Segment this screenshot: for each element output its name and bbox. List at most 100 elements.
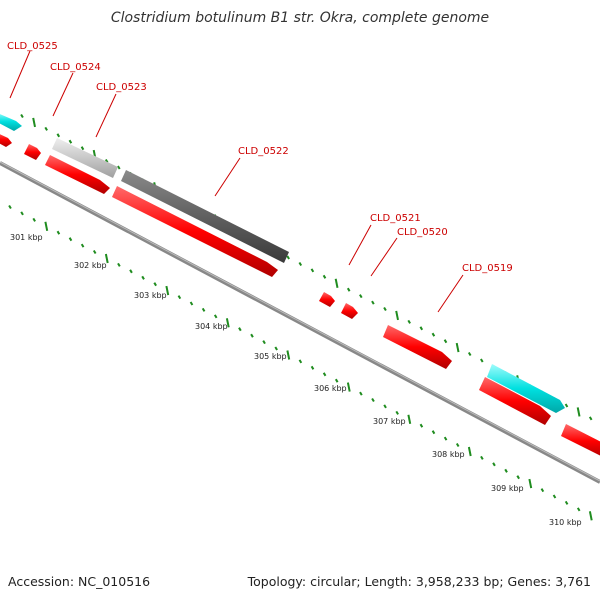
minor-tick: [383, 306, 387, 312]
minor-tick: [334, 378, 339, 383]
gene-label-CLD_0524[interactable]: CLD_0524: [50, 62, 101, 73]
minor-tick: [20, 113, 24, 119]
minor-tick: [564, 500, 569, 505]
minor-tick: [153, 282, 157, 287]
cds-feature-g[interactable]: [383, 325, 452, 369]
minor-tick: [68, 237, 73, 242]
minor-tick: [68, 139, 73, 144]
minor-tick: [80, 146, 85, 151]
minor-tick: [238, 327, 242, 332]
minor-tick: [443, 436, 448, 441]
gene-label-CLD_0523[interactable]: CLD_0523: [96, 82, 147, 93]
cds-feature-e[interactable]: [319, 292, 335, 307]
minor-tick: [492, 462, 496, 467]
major-tick: [346, 382, 351, 392]
kbp-label-309: 309 kbp: [491, 484, 524, 493]
minor-tick: [552, 494, 557, 499]
kbp-label-302: 302 kbp: [74, 261, 107, 270]
major-tick: [334, 278, 339, 288]
minor-tick: [504, 468, 508, 473]
minor-tick: [117, 262, 121, 267]
minor-tick: [322, 274, 327, 279]
minor-tick: [576, 507, 581, 512]
major-tick: [467, 446, 472, 457]
minor-tick: [298, 261, 303, 267]
map-title: Clostridium botulinum B1 str. Okra, comp…: [110, 10, 490, 26]
cds-feature-a[interactable]: [0, 132, 12, 147]
minor-tick: [177, 295, 182, 300]
kbp-label-305: 305 kbp: [254, 352, 287, 361]
minor-tick: [516, 475, 520, 480]
minor-tick: [141, 275, 145, 280]
gray-feature-CLD_0523[interactable]: [52, 138, 118, 178]
cds-feature-f[interactable]: [341, 303, 358, 319]
backbone-track: [0, 161, 600, 484]
minor-tick: [540, 488, 545, 493]
minor-tick: [310, 365, 315, 370]
major-tick: [165, 285, 170, 296]
cds-feature-i[interactable]: [561, 424, 600, 458]
minor-tick: [419, 423, 424, 428]
minor-tick: [371, 300, 375, 305]
kbp-label-308: 308 kbp: [432, 450, 465, 459]
kbp-label-301: 301 kbp: [10, 233, 43, 242]
gene-label-CLD_0521[interactable]: CLD_0521: [370, 213, 421, 224]
major-tick: [32, 117, 36, 128]
gene-label-CLD_0520[interactable]: CLD_0520: [397, 227, 448, 238]
major-tick: [588, 511, 593, 521]
minor-tick: [20, 211, 24, 216]
major-tick: [104, 253, 109, 264]
major-tick: [455, 342, 460, 353]
minor-tick: [359, 391, 363, 396]
major-tick: [395, 310, 399, 321]
minor-tick: [371, 397, 375, 403]
kbp-label-303: 303 kbp: [134, 291, 167, 300]
accession-text: Accession: NC_010516: [8, 574, 151, 589]
minor-tick: [129, 269, 133, 274]
major-tick: [286, 350, 291, 360]
gene-label-leaders: [9, 50, 464, 313]
minor-tick: [92, 249, 97, 255]
minor-tick: [189, 301, 194, 306]
minor-tick: [431, 430, 436, 435]
feature-track-cds: [0, 132, 600, 458]
minor-tick: [8, 204, 12, 210]
kbp-label-310: 310 kbp: [549, 518, 582, 527]
minor-tick: [564, 403, 569, 408]
cds-feature-b[interactable]: [24, 144, 41, 160]
cds-feature-h[interactable]: [479, 377, 551, 425]
minor-tick: [298, 359, 303, 364]
kbp-label-304: 304 kbp: [195, 322, 228, 331]
minor-tick: [32, 217, 36, 222]
cds-feature-c[interactable]: [45, 155, 110, 194]
minor-tick: [431, 332, 436, 337]
minor-tick: [455, 442, 460, 448]
gene-label-CLD_0519[interactable]: CLD_0519: [462, 263, 513, 274]
minor-tick: [213, 314, 218, 319]
gene-label-CLD_0525[interactable]: CLD_0525: [7, 41, 58, 52]
gene-labels: CLD_0525 CLD_0524 CLD_0523 CLD_0522 CLD_…: [7, 41, 513, 274]
minor-tick: [588, 416, 593, 421]
genome-summary-text: Topology: circular; Length: 3,958,233 bp…: [247, 574, 591, 589]
inner-tick-track: [8, 204, 593, 521]
minor-tick: [80, 243, 85, 248]
minor-tick: [44, 126, 48, 131]
minor-tick: [310, 268, 315, 273]
gene-label-CLD_0522[interactable]: CLD_0522: [238, 146, 289, 157]
trna-feature-CLD_0519[interactable]: [487, 364, 565, 413]
major-tick: [407, 414, 412, 424]
minor-tick: [262, 340, 266, 345]
major-tick: [44, 221, 49, 231]
gray-feature-CLD_0522[interactable]: [121, 170, 289, 263]
trna-feature-CLD_0525[interactable]: [0, 112, 22, 131]
minor-tick: [480, 455, 484, 460]
minor-tick: [419, 326, 424, 331]
major-tick: [225, 318, 230, 328]
minor-tick: [346, 287, 351, 292]
cds-feature-d[interactable]: [112, 186, 278, 277]
minor-tick: [274, 346, 278, 351]
kbp-labels: 301 kbp 302 kbp 303 kbp 304 kbp 305 kbp …: [10, 233, 582, 527]
minor-tick: [322, 372, 327, 377]
major-tick: [528, 478, 533, 489]
